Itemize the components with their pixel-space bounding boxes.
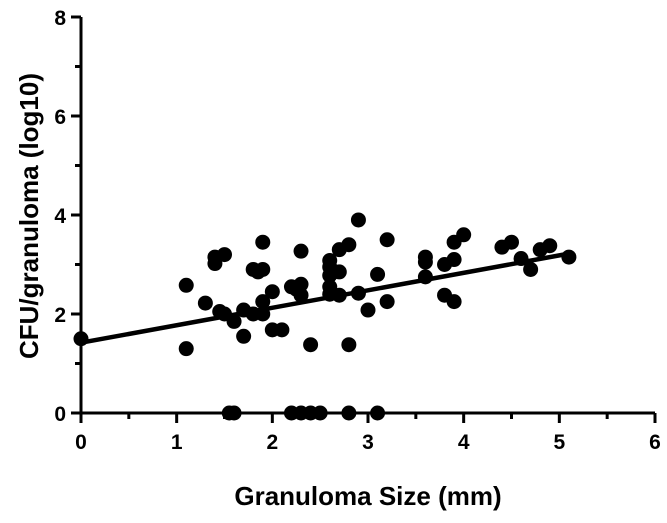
y-tick-label: 2 bbox=[54, 304, 66, 327]
data-point bbox=[312, 405, 328, 421]
x-axis-title: Granuloma Size (mm) bbox=[234, 481, 501, 511]
x-tick-label: 3 bbox=[362, 431, 374, 454]
y-tick-label: 0 bbox=[54, 403, 66, 426]
data-point bbox=[446, 252, 462, 268]
data-point bbox=[178, 277, 194, 293]
data-point bbox=[274, 322, 290, 338]
data-point bbox=[417, 254, 433, 270]
data-point bbox=[236, 328, 252, 344]
data-points bbox=[73, 212, 577, 421]
y-tick-label: 6 bbox=[54, 106, 66, 129]
data-point bbox=[255, 294, 271, 310]
x-tick-label: 6 bbox=[649, 431, 661, 454]
data-point bbox=[561, 249, 577, 265]
x-tick-label: 4 bbox=[458, 431, 470, 454]
data-point bbox=[293, 243, 309, 259]
data-point bbox=[197, 295, 213, 311]
data-point bbox=[341, 237, 357, 253]
x-axis: 0 1 2 3 4 5 6 bbox=[75, 411, 661, 454]
data-point bbox=[255, 234, 271, 250]
data-point bbox=[331, 264, 347, 280]
data-point bbox=[207, 256, 223, 272]
data-point bbox=[341, 405, 357, 421]
data-point bbox=[370, 405, 386, 421]
data-point bbox=[264, 284, 280, 300]
data-point bbox=[370, 266, 386, 282]
data-point bbox=[350, 212, 366, 228]
data-point bbox=[255, 261, 271, 277]
data-point bbox=[446, 294, 462, 310]
y-axis-title: CFU/granuloma (log10) bbox=[14, 73, 44, 359]
data-point bbox=[226, 405, 242, 421]
data-point bbox=[542, 238, 558, 254]
x-tick-label: 1 bbox=[171, 431, 183, 454]
y-tick-label: 8 bbox=[54, 7, 66, 30]
data-point bbox=[379, 294, 395, 310]
regression-line bbox=[80, 251, 570, 345]
data-point bbox=[293, 287, 309, 303]
data-point bbox=[293, 276, 309, 292]
data-point bbox=[178, 341, 194, 357]
data-point bbox=[456, 227, 472, 243]
x-tick-label: 0 bbox=[75, 431, 87, 454]
data-point bbox=[341, 337, 357, 353]
x-tick-label: 2 bbox=[266, 431, 278, 454]
y-axis: 0 2 4 6 8 bbox=[54, 7, 83, 426]
y-tick-label: 4 bbox=[54, 205, 66, 228]
data-point bbox=[379, 232, 395, 248]
data-point bbox=[523, 261, 539, 277]
data-point bbox=[303, 337, 319, 353]
data-point bbox=[360, 302, 376, 318]
data-point bbox=[217, 247, 232, 263]
x-tick-label: 5 bbox=[553, 431, 565, 454]
data-point bbox=[504, 234, 519, 250]
